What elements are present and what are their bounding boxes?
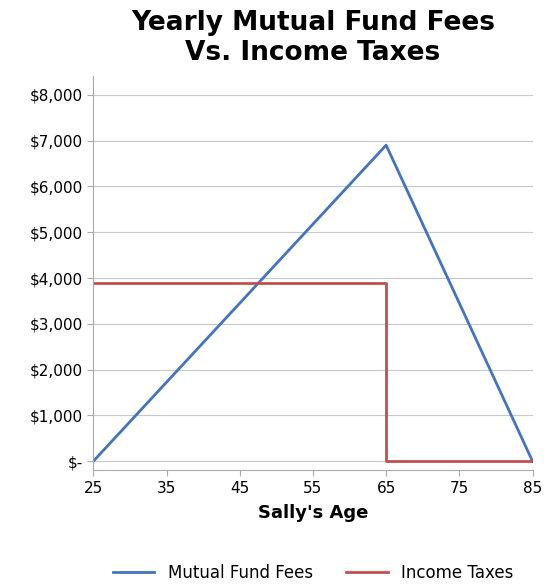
Legend: Mutual Fund Fees, Income Taxes: Mutual Fund Fees, Income Taxes — [106, 557, 520, 588]
Income Taxes — [383, 279, 389, 286]
Income Taxes — [529, 457, 536, 465]
Mutual Fund Fees — [90, 457, 97, 465]
Title: Yearly Mutual Fund Fees
Vs. Income Taxes: Yearly Mutual Fund Fees Vs. Income Taxes — [131, 10, 495, 66]
Mutual Fund Fees — [383, 142, 389, 149]
X-axis label: Sally's Age: Sally's Age — [257, 504, 368, 522]
Mutual Fund Fees — [529, 457, 536, 465]
Line: Income Taxes: Income Taxes — [93, 283, 533, 461]
Income Taxes — [90, 279, 97, 286]
Line: Mutual Fund Fees: Mutual Fund Fees — [93, 145, 533, 461]
Income Taxes — [383, 457, 389, 465]
